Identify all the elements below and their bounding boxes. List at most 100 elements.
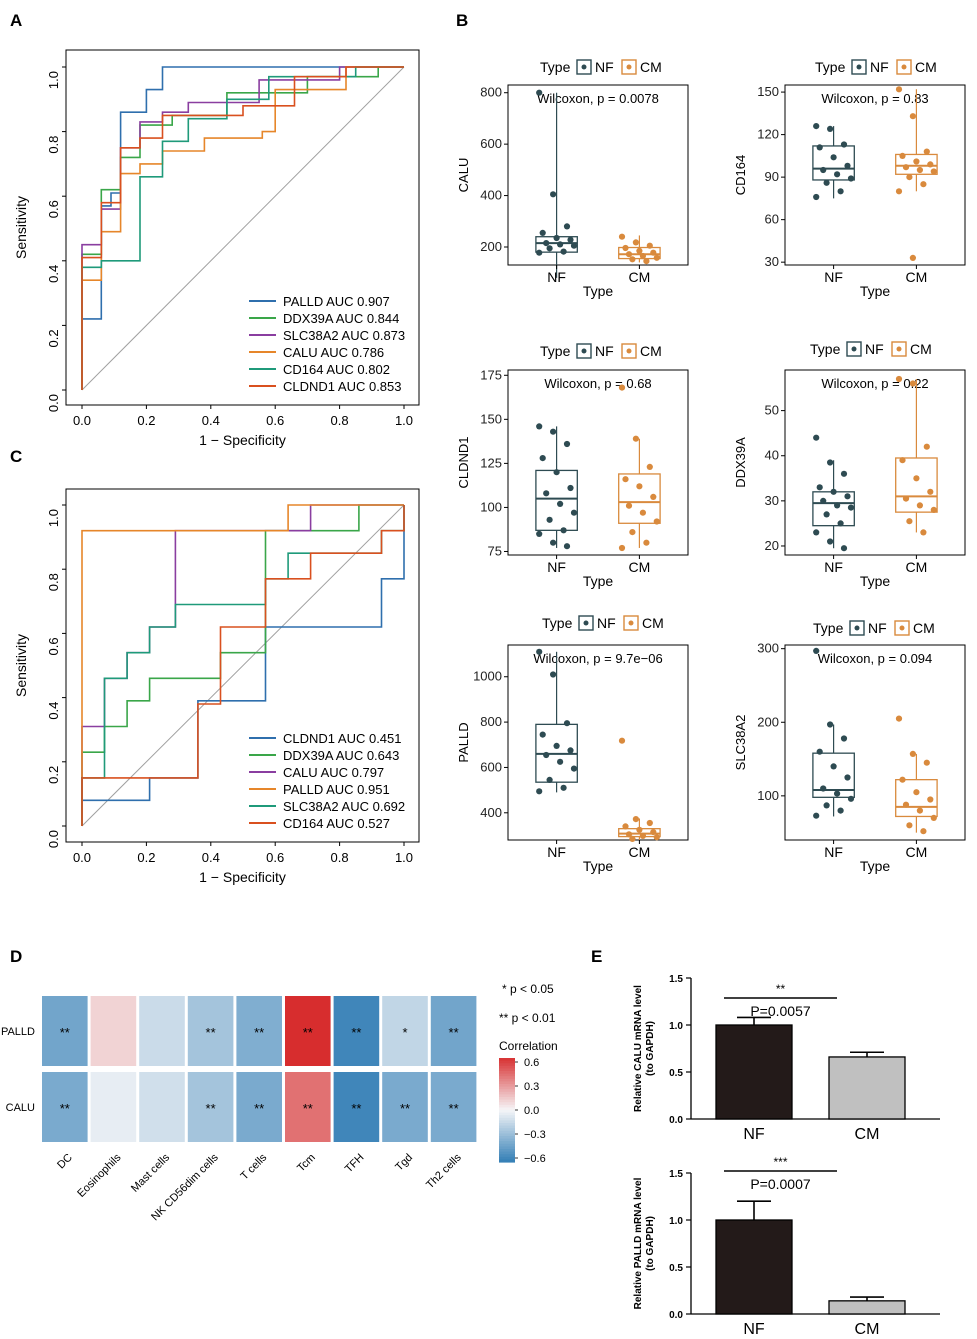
data-point-nf [553,742,560,750]
colorbar-segment [499,1146,515,1150]
data-point-nf [840,545,848,552]
legend-label-cm: CM [910,341,932,357]
data-point-nf [536,648,543,655]
legend-label-nf: NF [595,343,614,359]
roc-curve-6 [81,505,405,826]
box-cm [895,153,938,175]
data-point-nf [813,647,820,655]
colorbar-segment [499,1091,515,1095]
data-point-cm [629,835,636,843]
data-point-cm [632,435,640,442]
diagonal-reference-line [81,504,405,827]
legend-key-cm-dot [626,64,632,70]
data-point-nf [844,774,851,781]
heatmap-cell [90,1072,137,1142]
y-tick-label: 400 [480,188,502,203]
heatmap-cell [333,996,380,1066]
heatmap-cell [382,996,428,1066]
legend-label-5: SLC38A2 AUC 0.692 [283,799,405,814]
boxplot-panel-b1: Type NF CM Wilcoxon, p = 0.0078 200 400 600 800… [456,59,689,299]
x-tick-label: NF [547,269,566,285]
significance-marker: ** [449,1101,459,1116]
data-point-cm [923,443,930,450]
significance-marker: ** [303,1025,313,1040]
data-point-nf [840,141,848,148]
data-point-nf [539,229,546,236]
x-tick-label: 1.0 [395,413,413,428]
plot-frame [507,84,689,266]
y-axis-title: Sensitivity [13,196,29,259]
wilcoxon-annotation: Wilcoxon, p = 0.0078 [537,91,659,106]
y-axis-title: SLC38A2 [733,715,748,771]
x-axis-title: 1 − Specificity [199,869,286,885]
data-point-nf [546,516,553,523]
y-tick-label: 0.6 [46,200,61,218]
y-axis-title: Relative CALU mRNA level [633,985,644,1112]
data-point-nf [570,765,578,772]
data-point-nf [830,763,837,770]
data-point-cm [927,796,934,803]
data-point-cm [622,823,629,830]
significance-marker: ** [60,1101,70,1116]
x-tick-label: 0.8 [331,850,349,865]
data-point-cm [653,254,660,261]
data-point-cm [909,380,917,387]
colorbar-tick-label: 0.0 [524,1105,539,1117]
box-nf [812,145,855,181]
x-tick-label: NF [743,1321,765,1338]
colorbar-segment [499,1073,515,1077]
legend-title: Type [540,343,571,359]
colorbar-segment [499,1089,515,1093]
y-tick-label: 90 [765,169,779,184]
x-tick-label: 0.6 [266,413,284,428]
legend-label-4: PALLD AUC 0.951 [283,782,390,797]
x-tick-label: 0.0 [73,850,91,865]
legend-label-nf: NF [597,615,616,631]
data-point-nf [816,748,823,755]
data-point-cm [636,483,643,490]
x-axis-title: Type [860,573,891,589]
bar-panel-e1: 0.0 0.5 1.0 1.5 Relative CALU mRNA level (to … [633,974,940,1143]
data-point-cm [909,113,917,120]
data-point-nf [553,469,560,476]
data-point-nf [550,539,557,546]
data-point-cm [913,475,920,482]
data-point-cm [653,518,660,525]
plot-frame [784,84,966,266]
y-axis-title: DDX39A [733,437,748,488]
colorbar-segment [499,1071,515,1075]
y-tick-label: 1.5 [669,1169,683,1180]
y-tick-label: 100 [757,788,779,803]
roc-panel-c: 0.0 0.0 0.2 0.2 0.4 0.4 0.6 0.6 0.8 0.8 1.0 1.0 1 − … [13,488,420,885]
data-point-nf [539,455,546,462]
data-point-cm [930,506,937,513]
data-point-nf [844,493,851,500]
plot-frame [507,644,689,841]
y-tick-label: 100 [480,499,502,514]
colorbar-segment [499,1112,515,1116]
data-point-nf [813,193,820,201]
legend-label-6: CD164 AUC 0.527 [283,816,390,831]
legend-label-nf: NF [595,59,614,75]
y-tick-label: 125 [480,455,502,470]
diagonal-reference-line [81,66,405,391]
x-tick-label: CM [906,269,928,285]
data-point-cm [632,816,640,823]
box-cm [618,473,661,524]
legend-title: Type [542,615,573,631]
data-point-nf [837,807,844,814]
colorbar-segment [499,1115,515,1119]
y-tick-label: 200 [480,239,502,254]
y-tick-label: 75 [488,543,502,558]
panel-letter-b: B [456,11,468,30]
x-tick-label: CM [629,844,651,860]
colorbar-segment [499,1058,515,1062]
colorbar-segment [499,1120,515,1124]
data-point-cm [902,495,910,502]
data-point-nf [563,440,571,448]
data-point-cm [930,168,937,175]
colorbar-segment [499,1084,515,1088]
data-point-nf [813,529,820,536]
colorbar-segment [499,1068,515,1072]
